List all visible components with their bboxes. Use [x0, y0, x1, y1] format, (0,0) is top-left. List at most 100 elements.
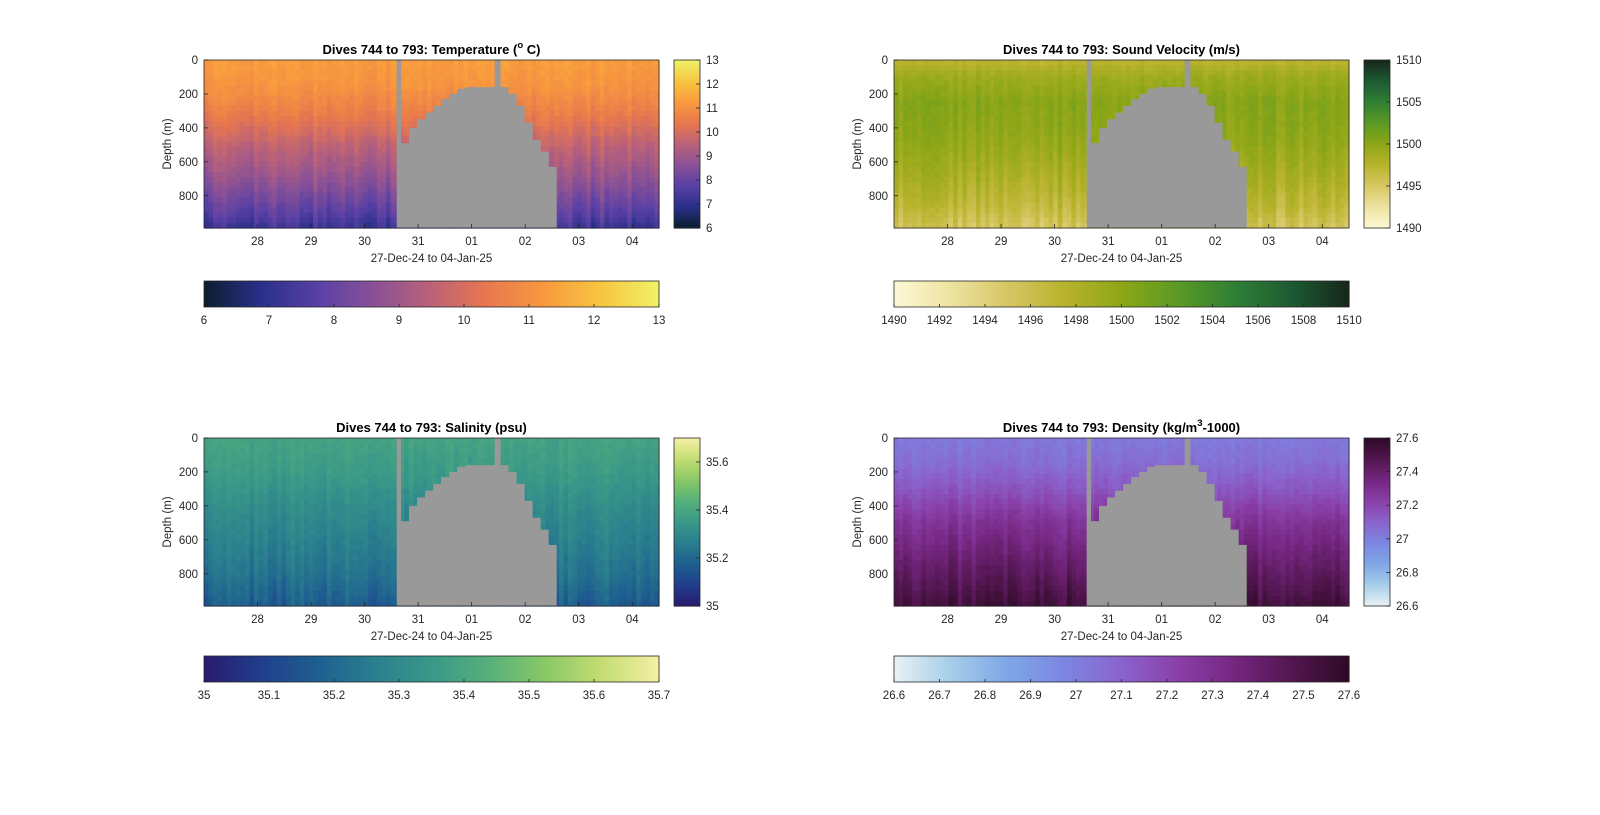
heatmap-cell — [916, 75, 922, 81]
heatmap-cell — [962, 222, 968, 229]
heatmap-cell — [217, 177, 223, 183]
heatmap-cell — [1048, 70, 1054, 76]
heatmap-cell — [921, 187, 927, 193]
heatmap-cell — [1025, 70, 1032, 76]
heatmap-cell — [272, 202, 278, 209]
heatmap-cell — [290, 182, 296, 188]
heatmap-cell — [618, 70, 624, 76]
heatmap-cell — [654, 80, 660, 87]
heatmap-cell — [536, 95, 542, 102]
heatmap-cell — [934, 141, 941, 148]
heatmap-cell — [921, 85, 927, 92]
heatmap-cell — [258, 222, 264, 229]
heatmap-cell — [953, 202, 959, 209]
heatmap-cell — [898, 161, 904, 168]
heatmap-cell — [249, 212, 255, 219]
heatmap-cell — [263, 187, 269, 193]
heatmap-cell — [613, 166, 619, 173]
heatmap-cell — [1003, 141, 1009, 148]
heatmap-cell — [281, 95, 287, 102]
heatmap-cell — [326, 156, 332, 163]
heatmap-cell — [445, 60, 451, 66]
heatmap-cell — [962, 212, 968, 219]
heatmap-cell — [367, 65, 373, 71]
heatmap-cell — [208, 110, 214, 117]
heatmap-cell — [1016, 141, 1022, 148]
heatmap-cell — [477, 65, 483, 71]
heatmap-cell — [1048, 95, 1054, 102]
heatmap-cell — [240, 156, 246, 163]
heatmap-cell — [627, 131, 633, 137]
heatmap-cell — [1057, 131, 1063, 137]
heatmap-cell — [436, 80, 442, 87]
heatmap-cell — [408, 90, 414, 97]
heatmap-cell — [549, 110, 555, 117]
heatmap-cell — [558, 207, 565, 214]
heatmap-cell — [645, 182, 651, 188]
heatmap-cell — [627, 161, 633, 168]
heatmap-cell — [1048, 212, 1054, 219]
heatmap-cell — [1080, 172, 1086, 178]
heatmap-cell — [618, 131, 624, 137]
heatmap-cell — [276, 65, 282, 71]
heatmap-cell — [276, 80, 282, 87]
heatmap-cell — [907, 202, 913, 209]
colorbar-segment — [291, 281, 296, 307]
heatmap-cell — [1030, 187, 1036, 193]
heatmap-cell — [372, 121, 378, 127]
heatmap-cell — [613, 95, 619, 102]
heatmap-cell — [1039, 141, 1045, 148]
heatmap-cell — [372, 217, 378, 224]
heatmap-cell — [363, 156, 369, 163]
heatmap-cell — [204, 136, 210, 143]
heatmap-cell — [994, 110, 1000, 117]
heatmap-cell — [217, 100, 223, 107]
heatmap-cell — [595, 80, 601, 87]
heatmap-cell — [304, 222, 310, 229]
heatmap-cell — [581, 151, 587, 158]
colorbar-segment — [298, 281, 304, 307]
heatmap-cell — [381, 100, 387, 107]
heatmap-cell — [404, 136, 410, 143]
heatmap-cell — [349, 172, 355, 178]
heatmap-cell — [349, 197, 355, 204]
heatmap-cell — [989, 177, 995, 183]
heatmap-cell — [925, 146, 931, 153]
heatmap-cell — [263, 141, 269, 148]
heatmap-cell — [622, 95, 628, 102]
heatmap-cell — [985, 65, 991, 71]
heatmap-cell — [222, 172, 228, 178]
heatmap-cell — [285, 151, 292, 158]
heatmap-cell — [618, 212, 624, 219]
heatmap-cell — [586, 110, 592, 117]
heatmap-cell — [331, 172, 337, 178]
heatmap-cell — [649, 182, 656, 188]
heatmap-cell — [1007, 85, 1013, 92]
heatmap-cell — [957, 141, 963, 148]
heatmap-cell — [390, 182, 396, 188]
heatmap-cell — [517, 80, 524, 87]
heatmap-cell — [449, 85, 455, 92]
heatmap-cell — [912, 131, 918, 137]
heatmap-cell — [322, 182, 328, 188]
heatmap-cell — [540, 105, 546, 112]
heatmap-cell — [299, 151, 305, 158]
heatmap-cell — [595, 161, 601, 168]
heatmap-cell — [985, 166, 991, 173]
heatmap-cell — [975, 161, 982, 168]
heatmap-cell — [649, 116, 656, 122]
heatmap-cell — [295, 80, 301, 87]
heatmap-cell — [898, 65, 904, 71]
heatmap-cell — [912, 182, 918, 188]
heatmap-cell — [957, 80, 963, 87]
heatmap-cell — [349, 116, 355, 122]
heatmap-cell — [966, 121, 972, 127]
heatmap-cell — [340, 146, 346, 153]
heatmap-cell — [1039, 182, 1045, 188]
heatmap-cell — [618, 105, 624, 112]
colorbar-tick-label: 10 — [706, 127, 719, 139]
heatmap-cell — [627, 207, 633, 214]
heatmap-cell — [258, 182, 264, 188]
heatmap-cell — [581, 100, 587, 107]
heatmap-cell — [1062, 126, 1068, 132]
